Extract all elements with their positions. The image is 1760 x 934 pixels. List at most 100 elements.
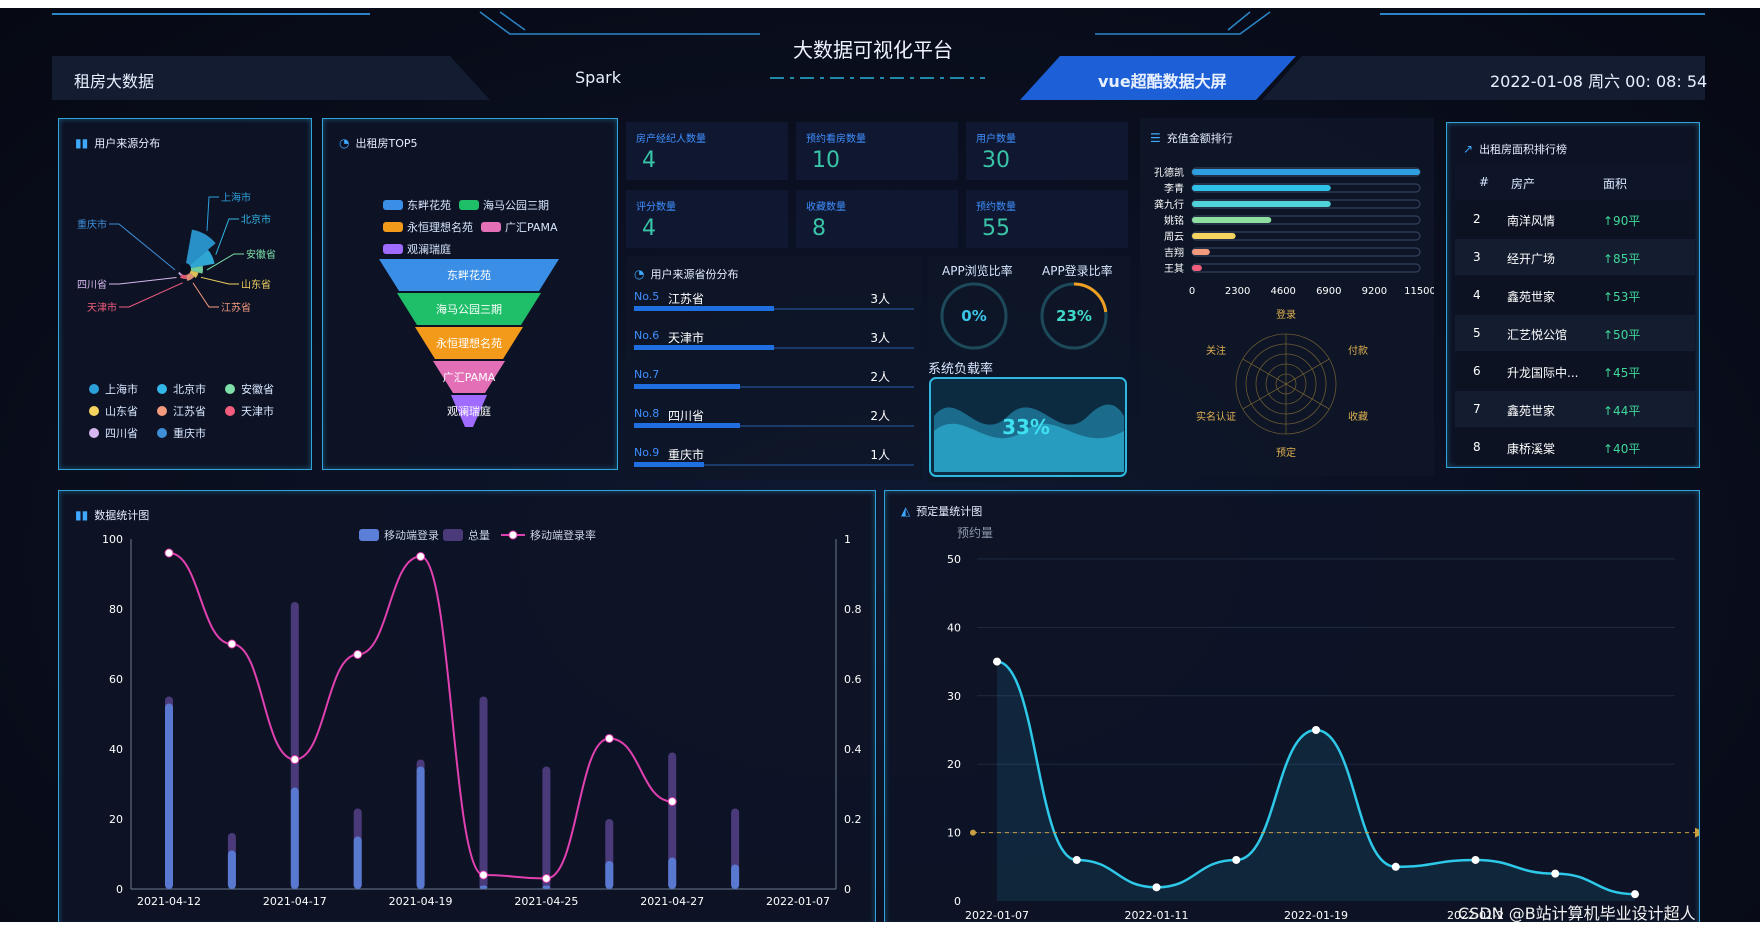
- row-name: 升龙国际中...: [1507, 366, 1579, 380]
- funnel-legend: 东畔花苑 海马公园三期永恒理想名苑 广汇PAMA 观澜瑞庭: [383, 197, 583, 263]
- legend-label: 北京市: [173, 383, 206, 396]
- province-row: No.6 天津市 3人: [634, 325, 914, 363]
- bar-mobile: [479, 885, 488, 889]
- tab-vue-screen[interactable]: vue超酷数据大屏: [1098, 72, 1227, 91]
- province-rank: No.6: [634, 329, 660, 342]
- rose-label: 江苏省: [221, 301, 251, 314]
- header-rank: #: [1479, 175, 1490, 189]
- panel-title: 充值金额排行: [1166, 132, 1233, 145]
- legend-swatch: [383, 200, 403, 210]
- recharge-tick: 6900: [1316, 286, 1341, 297]
- reservation-point: [1072, 855, 1081, 864]
- header-area: 面积: [1603, 177, 1628, 191]
- rose-leader-line: [192, 282, 219, 308]
- funnel-segment: [451, 395, 487, 427]
- province-row: No.8 四川省 2人: [634, 403, 914, 441]
- y-tick: 100: [102, 533, 123, 546]
- legend-swatch: [359, 529, 379, 541]
- legend-label: 安徽省: [241, 383, 274, 396]
- recharge-tick: 2300: [1225, 286, 1250, 297]
- province-name: 重庆市: [668, 448, 705, 462]
- legend-item[interactable]: 东畔花苑: [383, 197, 451, 213]
- stat-label: 预约看房数量: [806, 134, 866, 145]
- legend-label: 海马公园三期: [483, 199, 549, 212]
- area-rank-row: 3 经开广场 ↑85平: [1455, 239, 1695, 275]
- legend-swatch: [225, 406, 235, 416]
- legend-item[interactable]: 上海市: [89, 381, 157, 397]
- legend-item[interactable]: 天津市: [225, 403, 293, 419]
- y-tick: 20: [109, 813, 123, 826]
- row-rank: 4: [1473, 288, 1481, 302]
- wave-front: [934, 423, 1124, 472]
- reservation-point: [1312, 726, 1320, 734]
- tab-spark[interactable]: Spark: [575, 68, 621, 87]
- gauge-fill: [1073, 282, 1108, 313]
- legend-item[interactable]: 重庆市: [157, 425, 225, 441]
- row-name: 汇艺悦公馆: [1507, 328, 1568, 342]
- legend-item[interactable]: 安徽省: [225, 381, 293, 397]
- legend-item[interactable]: 永恒理想名苑: [383, 219, 473, 235]
- rose-label: 上海市: [221, 191, 251, 204]
- stat-label: 房产经纪人数量: [636, 134, 706, 145]
- reservation-point: [1551, 869, 1560, 878]
- area-rank-row: 6 升龙国际中... ↑45平: [1455, 353, 1695, 389]
- area-rank-panel: ↗ 出租房面积排行榜 # 房产 面积 2 南洋风情 ↑90平 3 经开广场 ↑85平 4 鑫苑世…: [1446, 122, 1700, 468]
- radar-label: 预定: [1276, 446, 1296, 459]
- rose-label: 天津市: [87, 301, 117, 314]
- recharge-bar: [1192, 185, 1331, 191]
- recharge-name: 吉翔: [1164, 246, 1184, 259]
- legend-item[interactable]: 海马公园三期: [459, 197, 549, 213]
- province-name: 江苏省: [668, 292, 705, 306]
- funnel-segment: [415, 327, 523, 359]
- legend-swatch: [508, 530, 518, 540]
- gauge-value: 0%: [961, 307, 986, 325]
- reservation-point: [993, 657, 1001, 666]
- x-tick: 2022-01-07: [965, 909, 1029, 922]
- bottom-band: [0, 922, 1760, 934]
- province-track: [634, 425, 914, 427]
- x-tick: 2021-04-19: [389, 895, 453, 908]
- province-rank: No.8: [634, 407, 660, 420]
- list-icon: ☰: [1150, 131, 1161, 145]
- bar-total: [479, 696, 488, 889]
- bar-mobile: [416, 766, 425, 889]
- province-count: 3人: [870, 331, 890, 345]
- recharge-name: 姚铭: [1164, 214, 1184, 227]
- rose-label: 山东省: [241, 278, 271, 291]
- load-rate-wave: 33%: [929, 377, 1127, 477]
- province-bar: [634, 306, 774, 311]
- funnel-label: 观澜瑞庭: [447, 404, 491, 418]
- row-area: ↑45平: [1603, 366, 1641, 380]
- legend-item[interactable]: 四川省: [89, 425, 157, 441]
- legend-swatch: [459, 200, 479, 210]
- legend-item[interactable]: 北京市: [157, 381, 225, 397]
- legend-item[interactable]: 山东省: [89, 403, 157, 419]
- legend-swatch: [157, 406, 167, 416]
- recharge-bar: [1192, 249, 1210, 255]
- login-rate-label: APP登录比率: [1042, 264, 1113, 278]
- row-area: ↑50平: [1603, 328, 1641, 342]
- province-track: [634, 464, 914, 466]
- stat-card: 房产经纪人数量 4: [626, 122, 788, 180]
- legend-item[interactable]: 江苏省: [157, 403, 225, 419]
- area-rank-row: 7 鑫苑世家 ↑44平: [1455, 391, 1695, 427]
- rate-point: [416, 552, 426, 561]
- row-area: ↑44平: [1603, 404, 1641, 418]
- legend-item[interactable]: 广汇PAMA: [481, 219, 557, 235]
- rate-point: [227, 639, 237, 649]
- bar-mobile: [605, 861, 614, 889]
- pie-chart-icon: ◔: [339, 136, 350, 150]
- radar-axis: [1285, 358, 1330, 385]
- panel-title: 出租房TOP5: [355, 137, 418, 150]
- mark-line-arrow: [1695, 827, 1699, 838]
- rate-point: [353, 650, 363, 659]
- radar-axis: [1242, 358, 1287, 385]
- load-rate-label: 系统负载率: [928, 362, 994, 377]
- tab-rental-data[interactable]: 租房大数据: [74, 72, 155, 91]
- reservation-point: [1391, 862, 1400, 871]
- legend-item[interactable]: 观澜瑞庭: [383, 241, 451, 257]
- bar-mobile: [731, 864, 740, 889]
- y-tick: 60: [109, 673, 123, 686]
- row-name: 鑫苑世家: [1507, 404, 1556, 418]
